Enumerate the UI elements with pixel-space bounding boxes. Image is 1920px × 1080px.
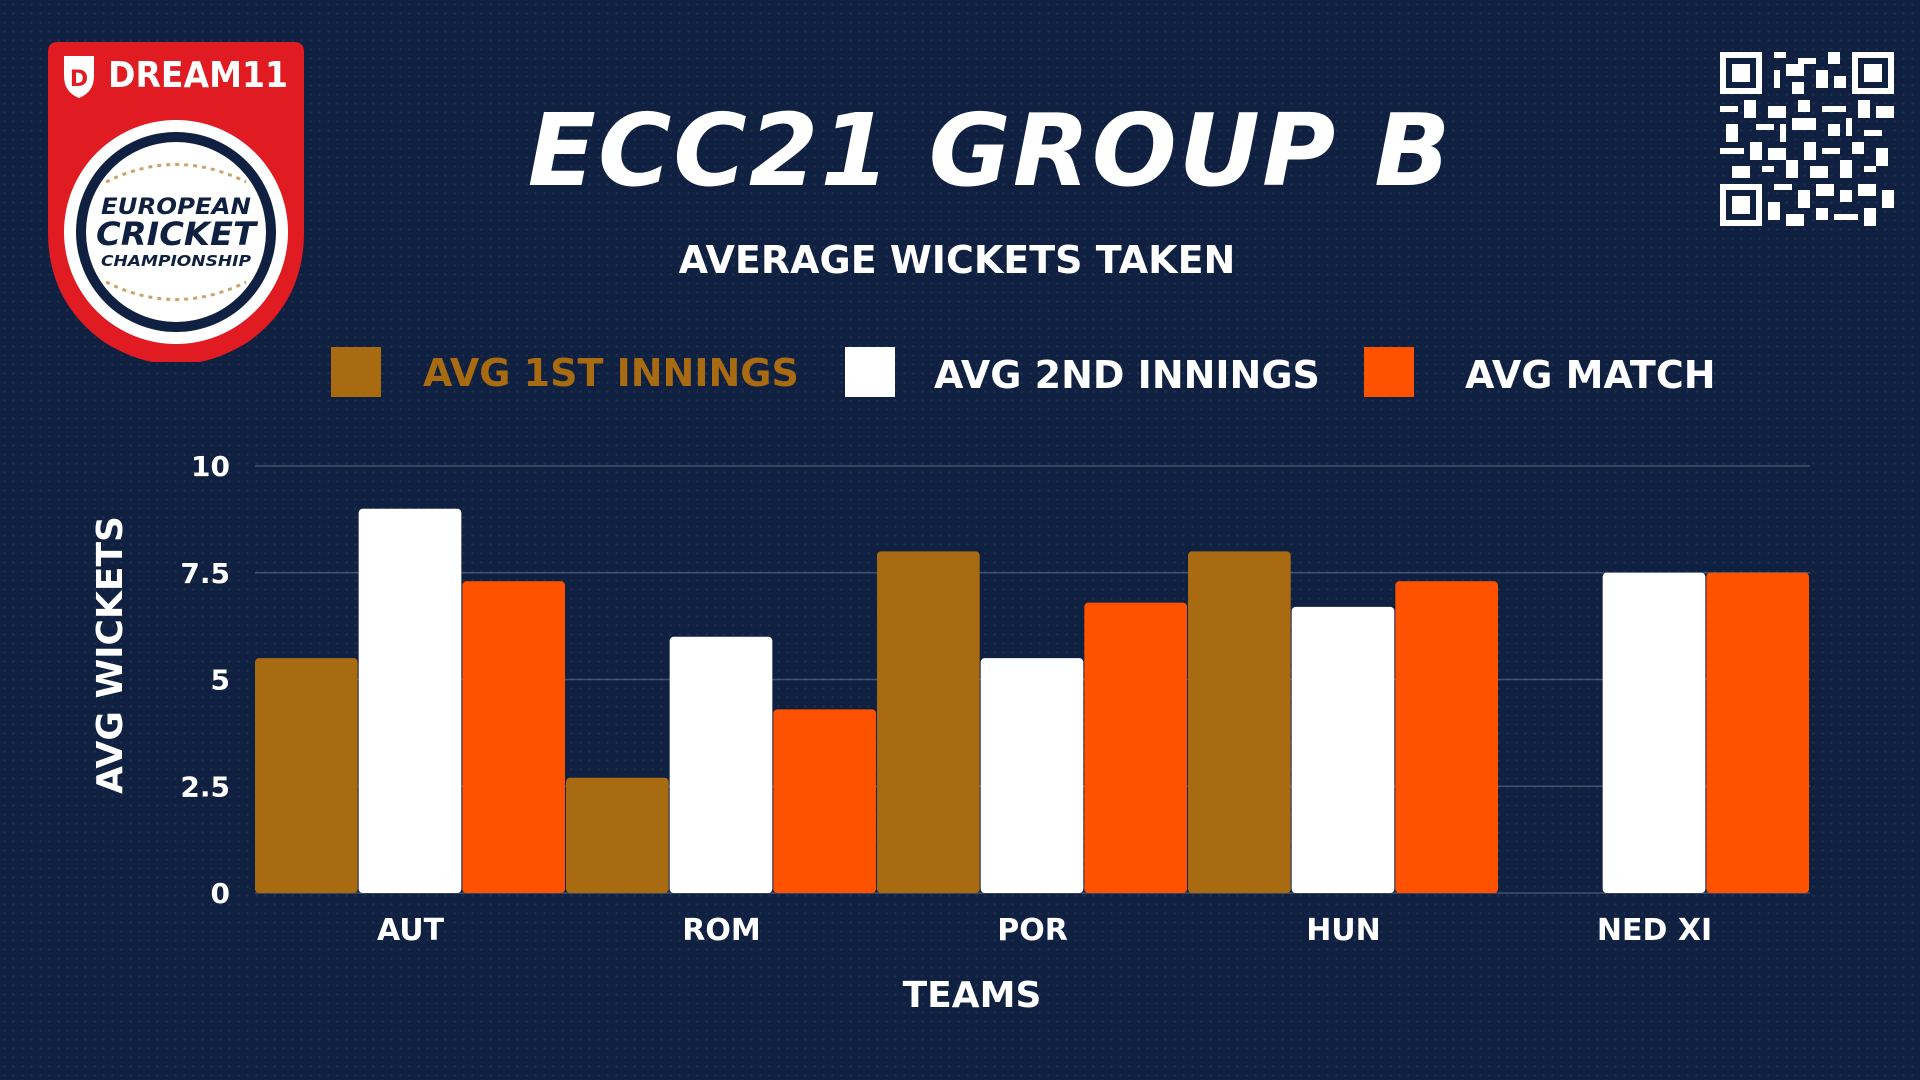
x-axis-title: TEAMS <box>903 975 1042 1016</box>
x-tick-label: POR <box>997 913 1068 948</box>
y-tick-label: 7.5 <box>180 557 230 590</box>
legend-swatch-match <box>1364 347 1414 397</box>
bar <box>669 636 773 893</box>
logo-line3: CHAMPIONSHIP <box>101 252 251 270</box>
logo-line2: CRICKET <box>96 215 258 253</box>
bar <box>1602 572 1706 893</box>
dream11-shield-icon: D <box>64 56 94 98</box>
bar <box>358 508 462 893</box>
page-subtitle: AVERAGE WICKETS TAKEN <box>678 238 1236 282</box>
x-tick-label: AUT <box>377 913 445 948</box>
legend-label-1st-innings: AVG 1ST INNINGS <box>423 351 799 395</box>
legend-label-2nd-innings: AVG 2ND INNINGS <box>934 353 1320 397</box>
bar <box>980 658 1084 893</box>
x-tick-label: HUN <box>1306 913 1381 948</box>
bar <box>462 581 565 893</box>
y-tick-label: 5 <box>211 664 230 697</box>
svg-text:D: D <box>70 67 88 92</box>
y-tick-label: 10 <box>191 450 230 483</box>
page-title: ECC21 GROUP B <box>527 92 1453 209</box>
bar <box>1188 551 1291 893</box>
legend-swatch-1st-innings <box>331 347 381 397</box>
bar <box>1706 572 1809 893</box>
bar <box>773 709 876 893</box>
legend-swatch-2nd-innings <box>845 347 895 397</box>
x-tick-label: ROM <box>682 913 760 948</box>
bar <box>255 658 358 893</box>
y-tick-label: 0 <box>211 877 230 910</box>
bar <box>566 777 669 893</box>
y-tick-label: 2.5 <box>180 770 230 803</box>
bar <box>877 551 980 893</box>
dream11-ecc-logo: D DREAM11 EUROPEAN CRICKET CHAMPIONSHIP <box>48 42 304 362</box>
y-axis-title: AVG WICKETS <box>90 516 131 794</box>
bar <box>1395 581 1498 893</box>
bar <box>1291 606 1395 893</box>
logo-brand: DREAM11 <box>108 55 288 96</box>
legend-label-match: AVG MATCH <box>1465 353 1716 397</box>
logo-line1: EUROPEAN <box>101 195 251 220</box>
x-tick-label: NED XI <box>1597 913 1712 948</box>
bar <box>1084 602 1187 893</box>
qr-code-icon[interactable] <box>1720 52 1894 226</box>
